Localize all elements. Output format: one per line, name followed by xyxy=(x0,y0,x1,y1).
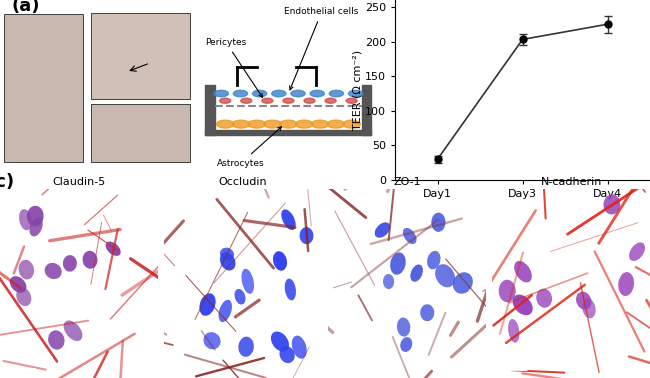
Ellipse shape xyxy=(374,222,390,238)
Circle shape xyxy=(304,98,315,103)
Ellipse shape xyxy=(241,269,254,294)
Ellipse shape xyxy=(105,242,121,256)
Text: (a): (a) xyxy=(12,0,40,15)
Circle shape xyxy=(325,98,336,103)
Ellipse shape xyxy=(235,289,246,305)
Circle shape xyxy=(214,90,228,97)
Ellipse shape xyxy=(383,274,394,289)
Ellipse shape xyxy=(83,251,98,269)
Bar xyxy=(205,85,215,135)
Ellipse shape xyxy=(29,217,43,237)
Circle shape xyxy=(272,90,286,97)
Circle shape xyxy=(220,98,231,103)
Ellipse shape xyxy=(19,260,34,279)
Ellipse shape xyxy=(618,272,634,296)
Circle shape xyxy=(283,98,294,103)
Ellipse shape xyxy=(280,346,295,363)
Ellipse shape xyxy=(19,209,32,230)
Circle shape xyxy=(280,120,297,128)
Ellipse shape xyxy=(629,242,645,261)
Bar xyxy=(361,85,371,135)
Circle shape xyxy=(248,120,265,128)
Circle shape xyxy=(348,90,363,97)
Text: Endothelial cells: Endothelial cells xyxy=(285,8,359,90)
Circle shape xyxy=(296,120,313,128)
Title: Claudin-5: Claudin-5 xyxy=(52,177,105,187)
Ellipse shape xyxy=(514,261,532,282)
FancyBboxPatch shape xyxy=(91,104,190,162)
Circle shape xyxy=(233,90,248,97)
Circle shape xyxy=(343,120,360,128)
Ellipse shape xyxy=(300,227,313,244)
Ellipse shape xyxy=(499,280,515,302)
Ellipse shape xyxy=(292,336,307,359)
Text: Astrocytes: Astrocytes xyxy=(217,127,281,167)
Circle shape xyxy=(311,120,329,128)
Circle shape xyxy=(310,90,324,97)
Y-axis label: TEER (Ω cm⁻²): TEER (Ω cm⁻²) xyxy=(352,50,362,130)
Ellipse shape xyxy=(200,293,216,316)
Ellipse shape xyxy=(220,248,234,260)
Ellipse shape xyxy=(513,294,533,315)
Ellipse shape xyxy=(397,318,410,337)
Ellipse shape xyxy=(576,292,592,310)
Title: Occludin: Occludin xyxy=(218,177,267,187)
Circle shape xyxy=(240,98,252,103)
Title: ZO-1: ZO-1 xyxy=(393,177,421,187)
Circle shape xyxy=(216,120,234,128)
Ellipse shape xyxy=(63,255,77,272)
Circle shape xyxy=(327,120,344,128)
Ellipse shape xyxy=(203,332,220,349)
Ellipse shape xyxy=(582,299,595,318)
FancyBboxPatch shape xyxy=(4,14,83,162)
Ellipse shape xyxy=(45,263,62,279)
Ellipse shape xyxy=(285,279,296,301)
Ellipse shape xyxy=(603,194,620,214)
Ellipse shape xyxy=(410,265,423,282)
Ellipse shape xyxy=(271,332,289,352)
Ellipse shape xyxy=(427,251,441,269)
Ellipse shape xyxy=(508,319,519,343)
Ellipse shape xyxy=(281,209,296,230)
Ellipse shape xyxy=(64,321,83,341)
Circle shape xyxy=(232,120,250,128)
Ellipse shape xyxy=(16,288,31,306)
Circle shape xyxy=(252,90,266,97)
Bar xyxy=(205,130,371,135)
FancyBboxPatch shape xyxy=(91,12,190,99)
Ellipse shape xyxy=(273,251,287,271)
Ellipse shape xyxy=(220,252,235,271)
Ellipse shape xyxy=(48,330,64,350)
Circle shape xyxy=(330,90,343,97)
Ellipse shape xyxy=(400,337,412,352)
Ellipse shape xyxy=(453,272,473,294)
Circle shape xyxy=(291,90,305,97)
Text: (c): (c) xyxy=(0,173,14,191)
Circle shape xyxy=(346,98,357,103)
Ellipse shape xyxy=(403,228,417,244)
Ellipse shape xyxy=(432,213,445,232)
Ellipse shape xyxy=(390,253,406,275)
Circle shape xyxy=(264,120,281,128)
Ellipse shape xyxy=(218,300,232,322)
Ellipse shape xyxy=(420,304,434,321)
Ellipse shape xyxy=(27,206,44,226)
Ellipse shape xyxy=(536,288,552,308)
Ellipse shape xyxy=(239,337,254,357)
Text: Pericytes: Pericytes xyxy=(205,38,263,98)
Ellipse shape xyxy=(10,276,27,293)
Circle shape xyxy=(262,98,273,103)
Ellipse shape xyxy=(435,264,455,287)
Title: N-cadherin: N-cadherin xyxy=(540,177,602,187)
